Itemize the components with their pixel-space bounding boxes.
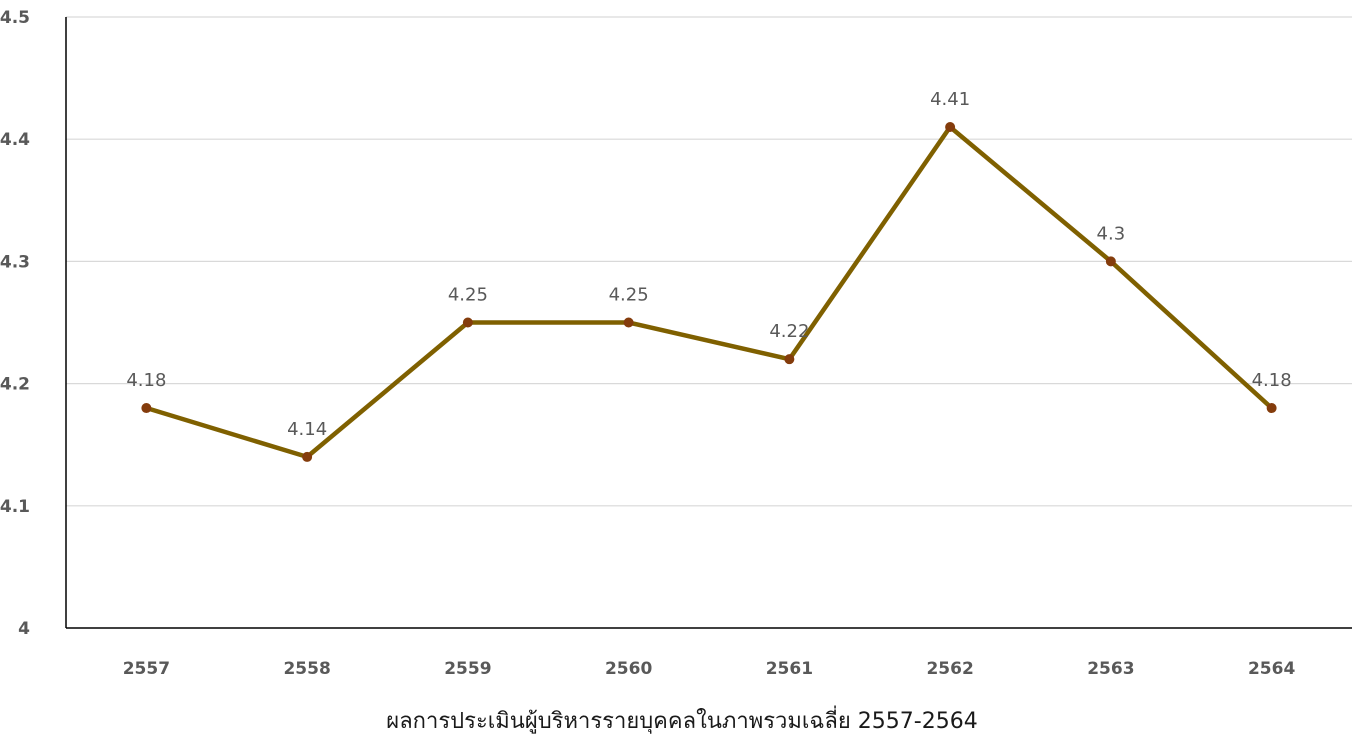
gridlines: [66, 16, 1352, 507]
data-labels: 4.18 4.14 4.25 4.25 4.22 4.41 4.3 4.18: [126, 89, 1291, 440]
x-axis-title: ผลการประเมินผู้บริหารรายบุคคลในภาพรวมเฉล…: [386, 705, 977, 734]
data-point: [302, 451, 313, 462]
data-label: 4.14: [287, 419, 327, 440]
x-tick-label: 2562: [926, 659, 973, 679]
y-tick-label: 4.5: [0, 8, 30, 28]
x-axis-ticks: 2557 2558 2559 2560 2561 2562 2563 2564: [123, 659, 1296, 679]
series-line: [144, 124, 1274, 460]
x-tick-label: 2564: [1248, 659, 1295, 679]
x-tick-label: 2557: [123, 659, 170, 679]
x-tick-label: 2563: [1087, 659, 1134, 679]
data-label: 4.18: [1252, 370, 1292, 391]
data-label: 4.18: [126, 370, 166, 391]
data-point: [1266, 403, 1277, 414]
y-tick-label: 4.3: [0, 252, 30, 272]
x-tick-label: 2558: [283, 659, 330, 679]
data-point: [1105, 256, 1116, 267]
data-label: 4.22: [769, 321, 809, 342]
y-axis-ticks: 4 4.1 4.2 4.3 4.4 4.5: [0, 8, 30, 639]
data-point: [623, 317, 634, 328]
data-point: [462, 317, 473, 328]
data-label: 4.25: [448, 285, 488, 306]
axes: [65, 17, 1352, 629]
x-tick-label: 2559: [444, 659, 491, 679]
x-tick-label: 2561: [766, 659, 813, 679]
data-points: [141, 121, 1277, 462]
data-point: [141, 403, 152, 414]
data-point: [945, 121, 956, 132]
data-label: 4.3: [1097, 223, 1126, 244]
y-tick-label: 4.4: [0, 130, 30, 150]
series-polyline: [144, 124, 1274, 460]
y-tick-label: 4.1: [0, 497, 30, 517]
x-tick-label: 2560: [605, 659, 652, 679]
y-tick-label: 4.2: [0, 375, 30, 395]
y-tick-label: 4: [18, 619, 30, 639]
data-label: 4.25: [609, 285, 649, 306]
data-point: [784, 354, 795, 365]
data-label: 4.41: [930, 89, 970, 110]
